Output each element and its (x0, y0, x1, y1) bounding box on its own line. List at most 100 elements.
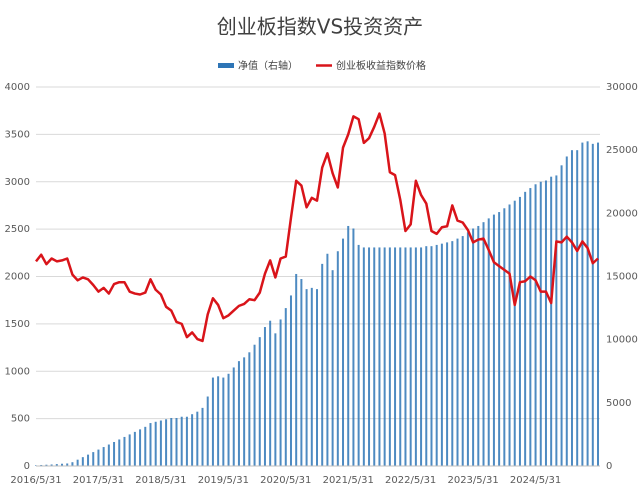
bar (352, 228, 355, 466)
bar (373, 247, 376, 466)
bar (232, 367, 235, 466)
bar (76, 459, 79, 466)
bar (123, 436, 126, 466)
legend-swatch (218, 63, 234, 68)
bar (534, 184, 537, 466)
bar (565, 156, 568, 466)
x-tick-label: 2022/5/31 (385, 475, 436, 486)
bar (144, 426, 147, 466)
bar (263, 327, 266, 466)
bar (425, 246, 428, 466)
bar (180, 416, 183, 466)
y-tick-label: 0 (24, 461, 30, 472)
bar (409, 247, 412, 466)
bar (591, 143, 594, 466)
y-tick-label: 1000 (5, 366, 30, 377)
bar (466, 232, 469, 466)
bar (40, 464, 43, 466)
bar (305, 289, 308, 466)
bar (420, 247, 423, 466)
bar (289, 295, 292, 466)
y-tick-label: 500 (11, 414, 30, 425)
y-tick-label: 1500 (5, 319, 30, 330)
bar (159, 420, 162, 466)
y2-tick-label: 20000 (606, 208, 638, 219)
bar (357, 244, 360, 466)
bar (87, 454, 90, 466)
bar (217, 376, 220, 466)
y2-tick-label: 10000 (606, 335, 638, 346)
bar (237, 361, 240, 466)
bar (472, 228, 475, 466)
bar (597, 142, 599, 466)
bar (92, 452, 95, 466)
bar (128, 434, 131, 466)
bar (258, 337, 261, 466)
bar (274, 333, 277, 466)
bar (518, 196, 521, 466)
bar (279, 319, 282, 466)
bar (492, 214, 495, 466)
bar (570, 150, 573, 466)
bar (399, 247, 402, 466)
bar (451, 241, 454, 466)
bar (139, 429, 142, 466)
x-tick-label: 2018/5/31 (135, 475, 186, 486)
bar (550, 176, 553, 467)
bar (191, 414, 194, 466)
x-tick-label: 2017/5/31 (73, 475, 124, 486)
bar (477, 225, 480, 466)
bar (222, 377, 225, 466)
bar (586, 141, 589, 466)
bar (487, 218, 490, 466)
bar (456, 238, 459, 466)
bar (394, 247, 397, 466)
bar (440, 243, 443, 466)
bar (524, 191, 527, 466)
bar (368, 247, 371, 466)
y-tick-label: 3500 (5, 129, 30, 140)
bar (227, 373, 230, 466)
bar (446, 242, 449, 466)
bar (347, 225, 350, 466)
y-tick-label: 2000 (5, 272, 30, 283)
bar (316, 289, 318, 466)
bar (508, 204, 511, 467)
bar (118, 439, 121, 466)
bar (430, 246, 433, 466)
bar (149, 423, 152, 466)
y2-tick-label: 15000 (606, 272, 638, 283)
bar (55, 464, 58, 466)
bar (102, 447, 105, 466)
bar (331, 270, 334, 466)
bar (253, 344, 256, 466)
y2-tick-label: 25000 (606, 145, 638, 156)
bar (201, 407, 204, 466)
bar (513, 200, 516, 466)
bar (196, 411, 199, 466)
bar (165, 419, 168, 466)
bar (414, 247, 417, 466)
bar (45, 464, 48, 466)
x-tick-label: 2023/5/31 (447, 475, 498, 486)
bar (529, 188, 532, 467)
bar (269, 320, 272, 466)
bar (175, 417, 178, 466)
bar (185, 416, 188, 466)
y-tick-label: 4000 (5, 82, 30, 93)
x-tick-label: 2021/5/31 (323, 475, 374, 486)
bar (61, 463, 64, 466)
x-tick-label: 2016/5/31 (10, 475, 61, 486)
bar (300, 279, 303, 466)
legend-label: 创业板收益指数价格 (336, 59, 426, 72)
bar (388, 247, 391, 466)
bar (295, 273, 298, 466)
bar (248, 352, 251, 466)
bar (539, 181, 542, 466)
chart-title: 创业板指数VS投资资产 (217, 15, 423, 39)
bar (170, 417, 173, 466)
bar (326, 253, 329, 466)
bar (206, 396, 209, 466)
x-tick-label: 2019/5/31 (198, 475, 249, 486)
